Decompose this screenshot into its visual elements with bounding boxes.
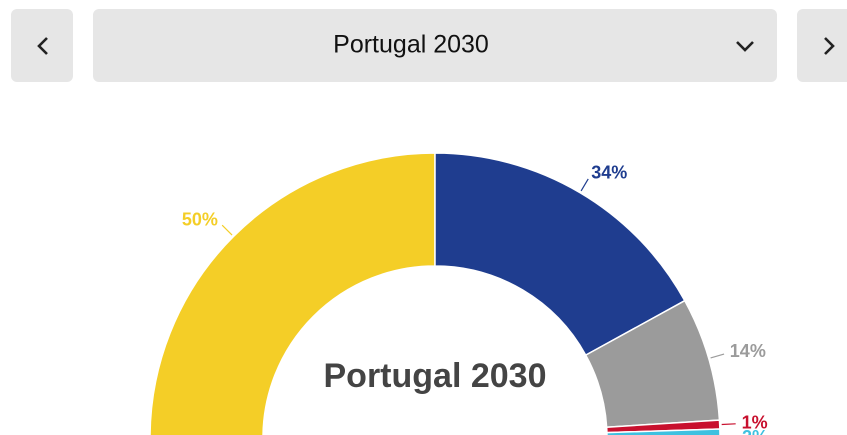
value-label: 1%: [742, 412, 768, 432]
leader-line: [221, 224, 233, 236]
slice: [434, 152, 686, 357]
selector[interactable]: [93, 9, 777, 82]
chart-title: Portugal 2030: [324, 357, 547, 395]
leader-line: [580, 178, 589, 192]
slice: [149, 152, 436, 435]
next-icon: [824, 37, 835, 55]
selector-label: Portugal 2030: [333, 31, 489, 59]
value-label: 14%: [730, 341, 766, 361]
value-label: 34%: [591, 163, 627, 183]
prev-icon: [37, 37, 48, 55]
value-label: 2%: [742, 427, 768, 435]
leader-line: [710, 353, 725, 359]
prev-button[interactable]: [11, 9, 73, 82]
leader-line: [721, 423, 736, 426]
next-button[interactable]: [797, 9, 847, 82]
slice: [606, 428, 721, 435]
dropdown-icon: [736, 41, 754, 52]
chart: 50% 34% 14% 1%2%: [149, 152, 768, 435]
value-label: 50%: [182, 210, 218, 230]
